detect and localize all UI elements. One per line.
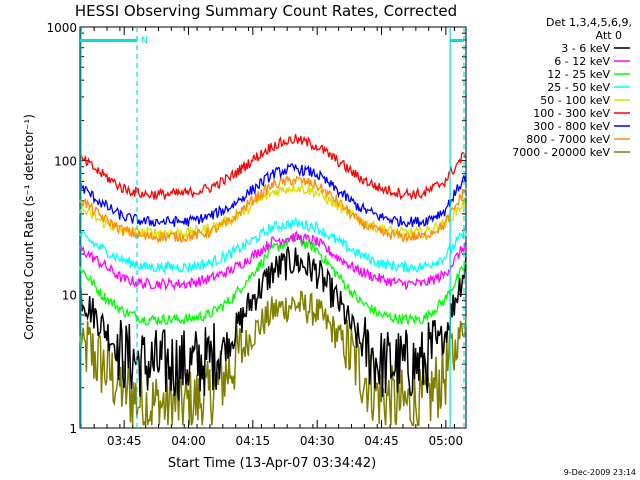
legend-label-9: 7000 - 20000 keV [512,146,610,159]
chart-title: HESSI Observing Summary Count Rates, Cor… [75,2,457,20]
series-line-9 [79,290,467,426]
series-line-6 [79,134,467,201]
marker-N-label: N [141,36,148,46]
legend-label-7: 300 - 800 keV [533,120,610,133]
legend-label-5: 50 - 100 keV [540,94,610,107]
y-tick-label: 10 [62,288,77,302]
legend-label-2: 6 - 12 keV [554,55,610,68]
legend-header-line-2: Att 0 [596,29,622,42]
legend-label-1: 3 - 6 keV [561,42,610,55]
legend-label-4: 25 - 50 keV [547,81,610,94]
series-line-2 [79,230,467,292]
y-axis-label: Corrected Count Rate (s⁻¹ detector⁻¹) [22,114,36,340]
legend-label-6: 100 - 300 keV [533,107,610,120]
legend-label-8: 800 - 7000 keV [526,133,610,146]
x-tick-label: 04:15 [236,434,271,448]
y-tick-label: 100 [54,155,77,169]
x-tick-label: 05:00 [429,434,464,448]
y-tick-label: 1 [69,422,77,436]
x-axis-label: Start Time (13-Apr-07 03:34:42) [168,456,376,471]
y-tick-label: 1000 [46,21,77,35]
series-line-7 [79,163,467,228]
x-tick-label: 03:45 [107,434,142,448]
legend-label-3: 12 - 25 keV [547,68,610,81]
series-line-5 [79,182,467,239]
x-tick-label: 04:45 [364,434,399,448]
plot-frame [79,26,467,429]
x-tick-label: 04:30 [300,434,335,448]
series-line-3 [79,233,467,326]
timestamp: 9-Dec-2009 23:14 [564,468,636,477]
series-line-4 [79,216,467,275]
x-tick-label: 04:00 [171,434,206,448]
marker-top-bar [80,39,138,42]
series-line-8 [79,175,467,244]
plot-area: 1 10 100 1000 03:45 04:00 04:15 04:30 04:45 05:00… [46,21,467,448]
series-line-1 [79,246,467,401]
legend-header-line-1: Det 1,3,4,5,6,9, [546,16,632,29]
marker-top-bar [450,39,464,42]
